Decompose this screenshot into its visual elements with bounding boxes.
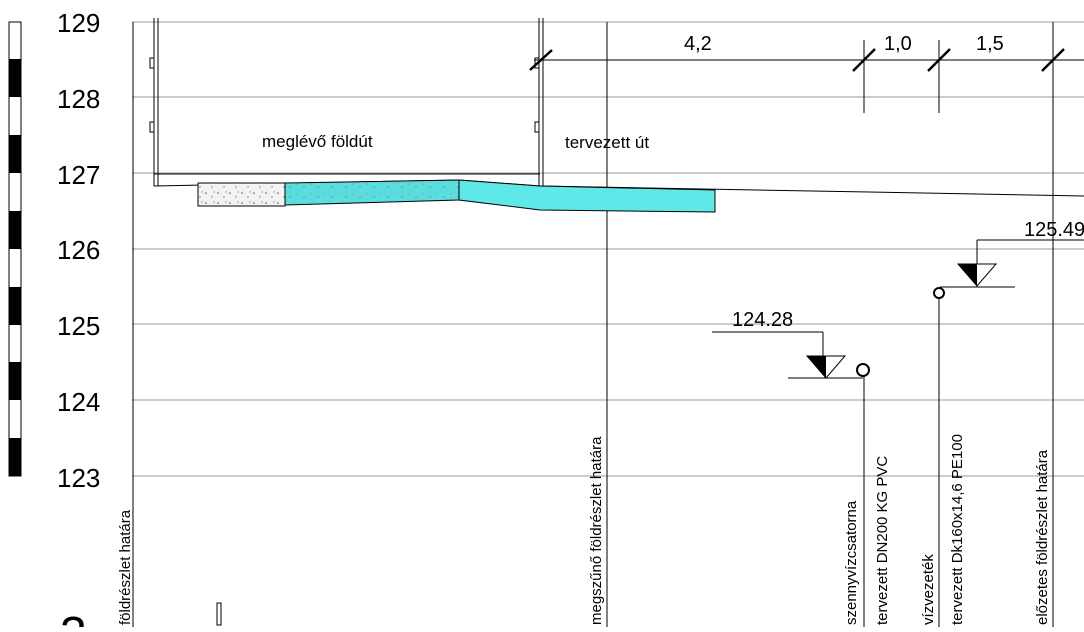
planned-road-label: tervezett út [565,133,649,152]
water-spec-label: tervezett Dk160x14,6 PE100 [949,434,966,625]
planned-road-frame [534,18,544,186]
elevation-label: 129 [57,8,100,38]
existing-pavement [284,179,460,206]
small-marker [216,602,222,626]
elevation-label: 125 [57,311,100,341]
sewer-level-marker [712,331,870,379]
scale-bar [8,21,22,477]
existing-road-label: meglévő földút [262,132,373,151]
dimension-1-5: 1,5 [976,33,1004,55]
dimension-1-0: 1,0 [884,33,912,55]
left-boundary-label: földrészlet határa [117,509,134,625]
ceasing-boundary-label: megszűnő földrészlet határa [588,436,605,625]
water-level-value: 125.49 [1024,219,1084,241]
planned-pavement [458,179,716,213]
grid-lines [132,21,1084,477]
sewer-pipe-icon [856,363,870,377]
elevation-label: 127 [57,160,100,190]
elevation-label: 124 [57,387,100,417]
elevation-label: 128 [57,84,100,114]
dimension-4-2: 4,2 [684,33,712,55]
corner-mark: 3 [60,608,87,627]
elevation-label: 123 [57,463,100,493]
water-level-marker [933,239,1084,299]
water-name-label: vízvezeték [920,554,937,625]
sewer-spec-label: tervezett DN200 KG PVC [874,456,891,625]
sewer-name-label: szennyvízcsatorna [843,500,860,625]
existing-road-frame [149,18,540,186]
elevation-labels: 129 128 127 126 125 124 123 [57,8,100,493]
water-pipe-icon [933,287,945,299]
preliminary-boundary-label: előzetes földrészlet határa [1034,449,1051,625]
gravel-layer [197,182,286,207]
elevation-label: 126 [57,235,100,265]
sewer-level-value: 124.28 [732,309,793,331]
dimension-line [529,40,1084,113]
